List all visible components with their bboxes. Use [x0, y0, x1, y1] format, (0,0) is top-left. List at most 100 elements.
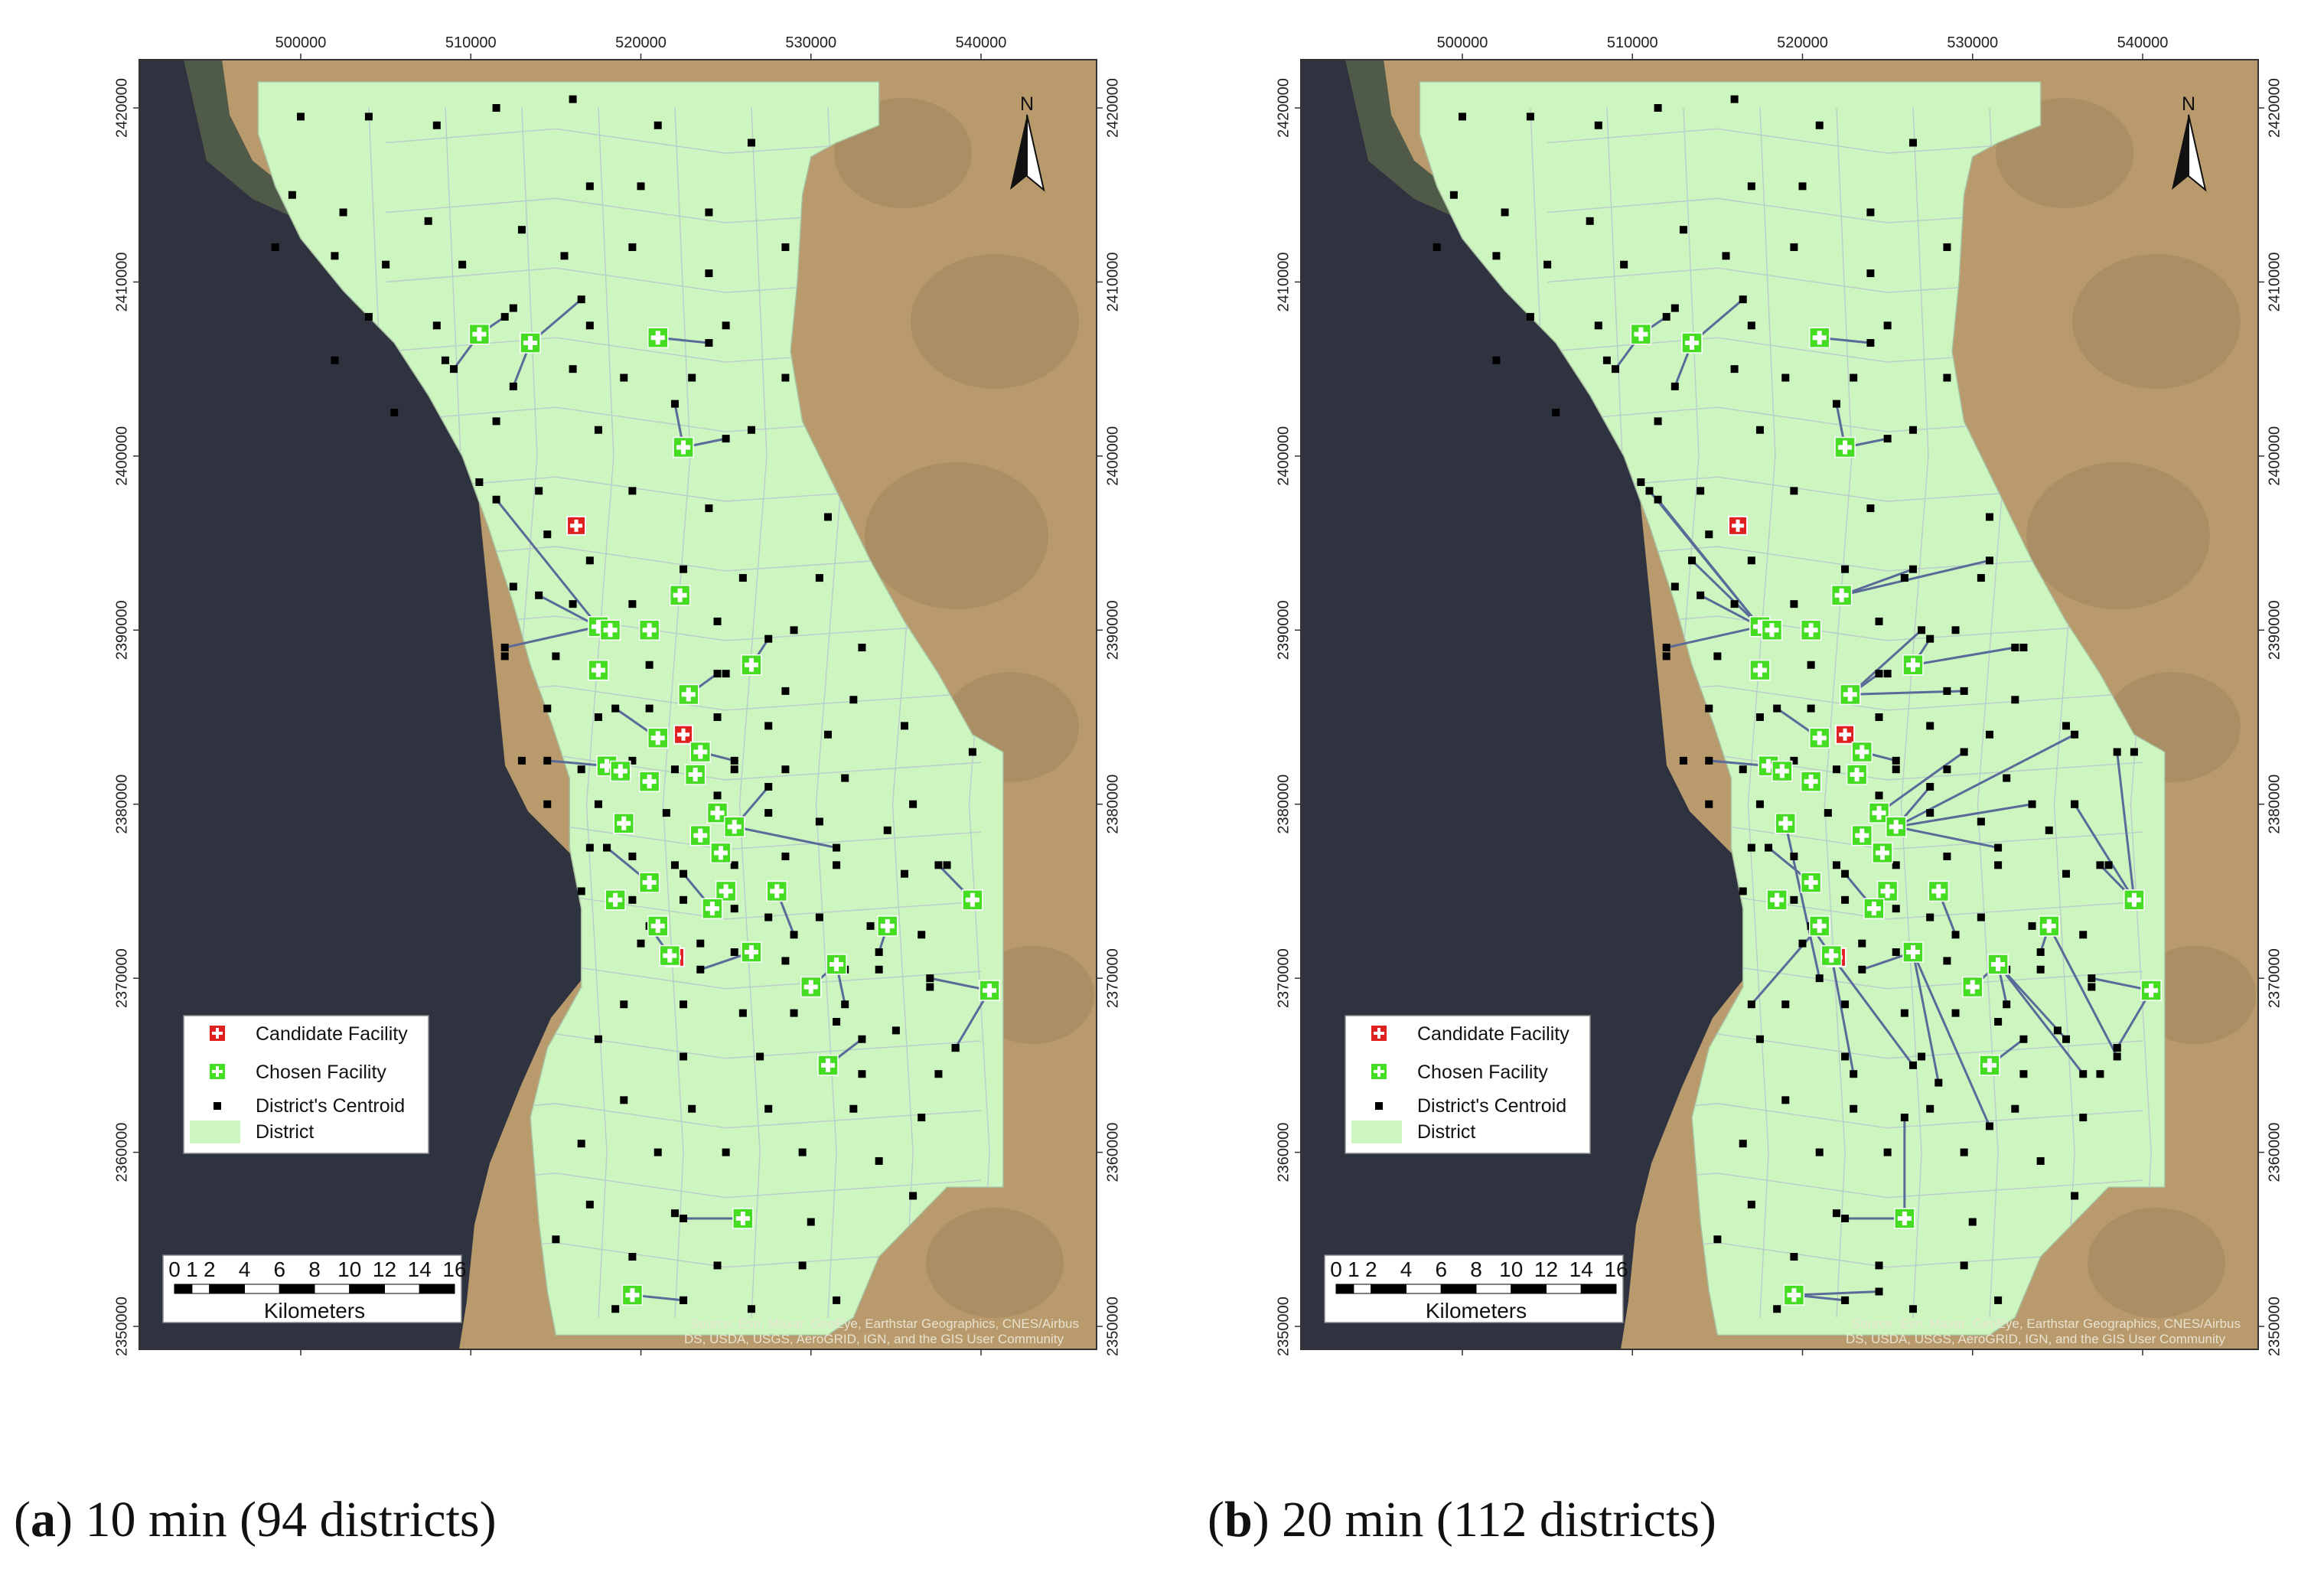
- district-centroid: [535, 487, 543, 495]
- chosen-cross: [663, 948, 677, 963]
- boundary-line: [585, 107, 614, 1318]
- district-centroid: [628, 487, 637, 495]
- district-centroid: [1908, 1061, 1917, 1069]
- scale-tick-label: 6: [273, 1257, 285, 1281]
- scale-tick-label: 14: [408, 1257, 432, 1281]
- district-centroid: [1670, 582, 1679, 591]
- chosen-facility: [877, 915, 898, 937]
- district-centroid: [730, 905, 738, 913]
- centroid-layer: [271, 95, 976, 1313]
- candidate-cross: [1839, 728, 1852, 741]
- district-centroid: [1807, 661, 1815, 669]
- legend-centroid-icon: [1375, 1102, 1383, 1110]
- chosen-facility: [1894, 1208, 1915, 1229]
- chosen-cross: [642, 623, 657, 638]
- chosen-facility: [817, 1055, 839, 1076]
- district-centroid: [500, 312, 509, 321]
- district-centroid: [730, 765, 738, 774]
- chosen-facility: [1851, 824, 1873, 846]
- district-centroid: [2036, 948, 2045, 957]
- chosen-cross: [1880, 884, 1895, 899]
- scale-tick-label: 1: [186, 1257, 198, 1281]
- chosen-cross: [1850, 768, 1864, 782]
- y-tick-label-left: 2400000: [113, 426, 130, 486]
- legend-candidate-label: Candidate Facility: [256, 1023, 408, 1045]
- district-centroid: [1713, 1235, 1722, 1244]
- chosen-cross: [735, 1211, 750, 1225]
- district-centroid: [1594, 321, 1602, 330]
- legend-district-swatch: [1351, 1120, 1402, 1143]
- chosen-cross: [1634, 327, 1648, 341]
- district-centroid: [500, 644, 509, 652]
- district-centroid: [2003, 774, 2011, 782]
- chosen-cross: [880, 918, 895, 933]
- chosen-cross: [2127, 892, 2141, 907]
- district-centroid: [1875, 1287, 1883, 1296]
- chosen-facility: [605, 889, 626, 911]
- assignment-link: [2073, 803, 2136, 901]
- district-centroid: [858, 1070, 866, 1078]
- scale-tick-label: 12: [1534, 1257, 1558, 1281]
- district-centroid: [2071, 800, 2079, 808]
- scale-tick-label: 0: [1330, 1257, 1342, 1281]
- chosen-cross: [673, 588, 687, 602]
- district-centroid: [2036, 965, 2045, 974]
- district-centroid: [2036, 1156, 2045, 1165]
- district-centroid: [815, 574, 823, 582]
- district-centroid: [730, 948, 738, 957]
- district-centroid: [560, 252, 569, 260]
- north-arrow-left: [2172, 115, 2189, 190]
- district-centroid: [1994, 1018, 2003, 1026]
- district-centroid: [628, 1253, 637, 1261]
- district-centroid: [645, 661, 654, 669]
- district-centroid: [2011, 1104, 2019, 1113]
- district-centroid: [2028, 922, 2036, 930]
- district-centroid: [680, 565, 688, 573]
- district-centroid: [841, 774, 849, 782]
- chosen-facility: [1872, 842, 1893, 864]
- scale-segment: [244, 1284, 280, 1294]
- district-centroid: [1781, 1000, 1790, 1009]
- district-centroid: [900, 869, 908, 878]
- district-centroid: [1892, 756, 1900, 765]
- chosen-cross: [676, 440, 691, 455]
- chosen-cross: [693, 828, 708, 843]
- chosen-cross: [2042, 918, 2056, 933]
- district-centroid: [569, 600, 577, 608]
- district-centroid: [1747, 556, 1755, 565]
- north-arrow-left: [1010, 115, 1027, 190]
- district-centroid: [849, 696, 858, 704]
- district-centroid: [492, 495, 500, 504]
- district-centroid: [833, 1018, 841, 1026]
- chosen-facility: [647, 727, 669, 749]
- district-centroid: [713, 670, 722, 678]
- chosen-cross: [608, 892, 623, 907]
- scale-tick-label: 2: [204, 1257, 216, 1281]
- scale-tick-label: 16: [1604, 1257, 1628, 1281]
- x-tick-label-top: 520000: [1777, 34, 1828, 51]
- district-centroid: [458, 260, 467, 269]
- assignment-link: [1841, 568, 1914, 597]
- district-centroid: [730, 756, 738, 765]
- district-centroid: [713, 617, 722, 625]
- north-arrow-right: [1026, 114, 1045, 192]
- chosen-facility: [638, 771, 660, 792]
- district-centroid: [1713, 652, 1722, 661]
- chosen-facility: [647, 915, 669, 937]
- district-centroid: [364, 113, 373, 121]
- district-centroid: [1679, 226, 1687, 234]
- caption-text-b: ) 20 min (112 districts): [1252, 1492, 1716, 1548]
- district-centroid: [934, 1070, 943, 1078]
- assignment-link: [1912, 951, 1940, 1083]
- district-centroid: [1637, 478, 1645, 486]
- chosen-cross: [1982, 1058, 1996, 1072]
- district-centroid: [637, 182, 645, 191]
- chosen-cross: [591, 619, 605, 634]
- district-centroid: [781, 687, 790, 695]
- district-centroid: [654, 121, 662, 129]
- district-centroid: [1730, 365, 1739, 373]
- district-centroid: [1492, 252, 1501, 260]
- chosen-cross: [1875, 846, 1889, 860]
- y-tick-label-left: 2390000: [113, 600, 130, 660]
- district-centroid: [764, 722, 773, 730]
